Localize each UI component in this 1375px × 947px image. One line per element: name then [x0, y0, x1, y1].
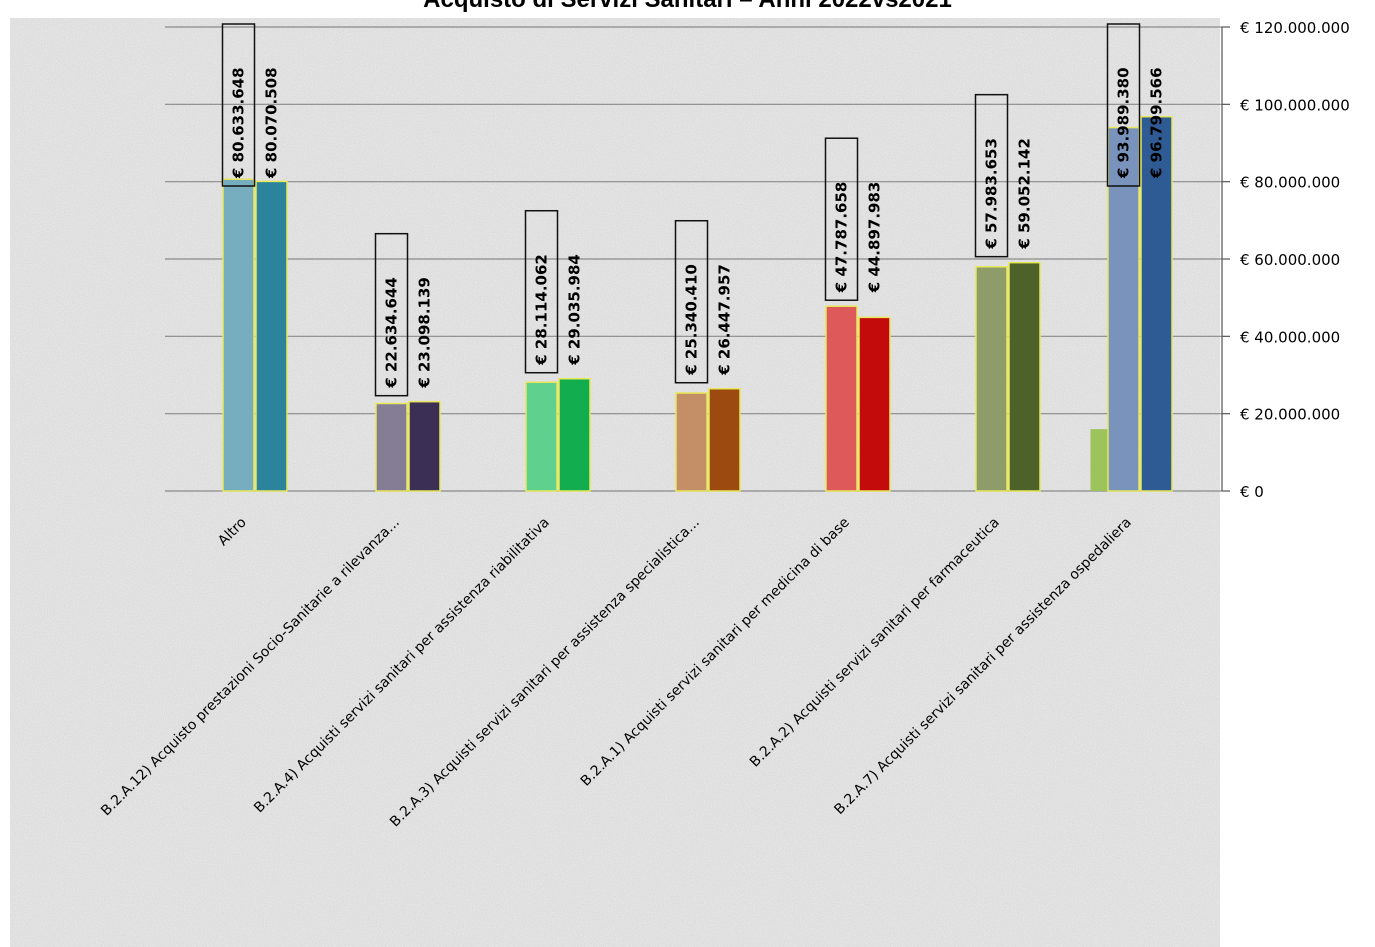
data-label-box: [524, 209, 559, 374]
bar-series-1: [525, 381, 558, 492]
data-label-series-2: € 59.052.142: [1016, 138, 1034, 250]
y-tick-label: € 100.000.000: [1240, 96, 1350, 114]
data-label-box: [824, 137, 859, 301]
data-label-box: [674, 219, 709, 384]
y-tick-label: € 120.000.000: [1240, 19, 1350, 37]
bar-series-2: [408, 400, 441, 492]
y-tick-label: € 80.000.000: [1240, 174, 1340, 192]
bar-series-1: [975, 266, 1008, 492]
y-tick-label: € 0: [1240, 483, 1264, 501]
data-label-series-1: € 25.340.410: [683, 264, 701, 376]
bar-series-1: [222, 178, 255, 492]
data-label-series-2: € 44.897.983: [866, 182, 884, 294]
y-tick-label: € 60.000.000: [1240, 251, 1340, 269]
y-tick-label: € 40.000.000: [1240, 328, 1340, 346]
data-label-series-2: € 23.098.139: [416, 277, 434, 389]
bar-series-2: [858, 316, 891, 492]
bar-series-2: [1008, 261, 1041, 492]
data-label-box: [221, 23, 256, 187]
bar-series-1: [825, 305, 858, 492]
bar-series-2: [1140, 115, 1173, 492]
data-label-series-1: € 47.787.658: [833, 182, 851, 294]
data-label-box: [374, 232, 409, 397]
data-label-series-2: € 80.070.508: [263, 67, 281, 179]
bars: [222, 115, 1173, 492]
data-label-box: [1106, 23, 1141, 187]
y-tick-label: € 20.000.000: [1240, 406, 1340, 424]
bar-series-2: [255, 180, 288, 492]
data-label-series-1: € 93.989.380: [1115, 67, 1133, 179]
data-labels: € 80.633.648 € 80.070.508 € 22.634.644 € 23…: [221, 23, 1166, 397]
bar-series-1: [1107, 126, 1140, 492]
bar-series-1: [375, 402, 408, 492]
data-label-series-1: € 22.634.644: [383, 277, 401, 389]
data-label-series-1: € 80.633.648: [230, 67, 248, 179]
data-label-box: [974, 93, 1009, 258]
bar-series-1: [675, 392, 708, 492]
y-axis-ticks: € 0 € 20.000.000 € 40.000.000 € 60.000.000 €…: [1240, 19, 1350, 501]
data-label-series-2: € 96.799.566: [1148, 67, 1166, 179]
data-label-series-1: € 28.114.062: [533, 254, 551, 366]
data-label-series-1: € 57.983.653: [983, 138, 1001, 250]
bar-series-2: [708, 387, 741, 492]
chart-title: Acquisto di Servizi Sanitari – Anni 2022…: [0, 0, 1375, 16]
data-label-series-2: € 26.447.957: [716, 264, 734, 376]
bar-series-2: [558, 377, 591, 492]
data-label-series-2: € 29.035.984: [566, 254, 584, 366]
